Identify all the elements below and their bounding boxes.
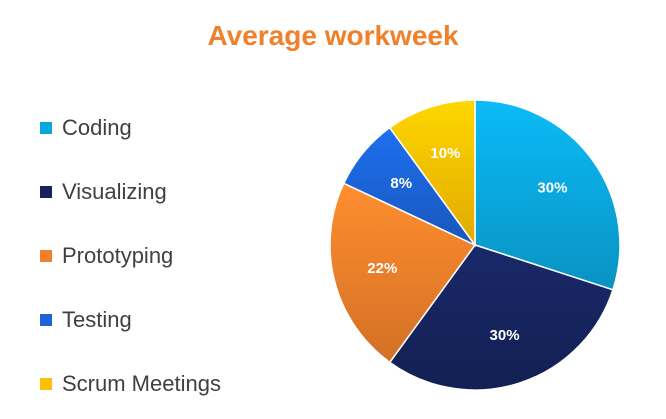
- pie-slice-label: 30%: [490, 327, 520, 344]
- pie-slice-00: [474, 99, 621, 291]
- legend-swatch: [40, 314, 52, 326]
- pie-slice-01: [388, 244, 614, 391]
- pie-slice-label: 8%: [390, 175, 412, 192]
- legend-label: Coding: [62, 115, 132, 140]
- legend-label: Prototyping: [62, 243, 174, 268]
- legend-swatch: [40, 378, 52, 390]
- legend-label: Scrum Meetings: [62, 371, 221, 396]
- pie-slice-label: 10%: [430, 145, 460, 162]
- legend-item: Coding: [40, 96, 300, 160]
- legend-swatch: [40, 122, 52, 134]
- legend-label: Visualizing: [62, 179, 167, 204]
- legend-label: Testing: [62, 307, 132, 332]
- legend-item: Visualizing: [40, 160, 300, 224]
- pie-slice-04: [388, 99, 476, 248]
- pie-chart: 30% 30% 22% 8% 10%: [329, 99, 621, 391]
- legend-item: Scrum Meetings: [40, 352, 300, 416]
- legend: Coding Visualizing Prototyping Testing S…: [40, 96, 300, 416]
- chart-title: Average workweek: [207, 20, 459, 51]
- legend-swatch: [40, 186, 52, 198]
- legend-item: Prototyping: [40, 224, 300, 288]
- legend-item: Testing: [40, 288, 300, 352]
- pie-slice-label: 22%: [367, 260, 397, 277]
- legend-swatch: [40, 250, 52, 262]
- pie-slice-label: 30%: [537, 180, 567, 197]
